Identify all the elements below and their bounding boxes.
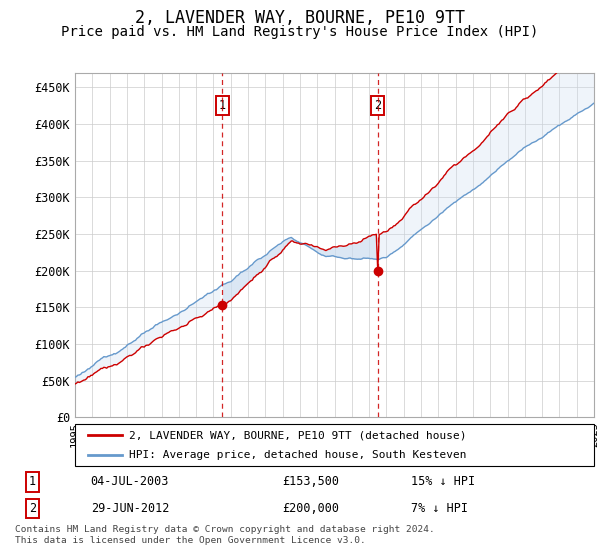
Text: £153,500: £153,500 [283,475,340,488]
Text: 2: 2 [29,502,36,515]
Text: 7% ↓ HPI: 7% ↓ HPI [411,502,468,515]
Text: Contains HM Land Registry data © Crown copyright and database right 2024.
This d: Contains HM Land Registry data © Crown c… [15,525,435,545]
Text: 1: 1 [29,475,36,488]
Text: 2: 2 [374,99,382,112]
Text: 15% ↓ HPI: 15% ↓ HPI [411,475,475,488]
Text: 2, LAVENDER WAY, BOURNE, PE10 9TT: 2, LAVENDER WAY, BOURNE, PE10 9TT [135,9,465,27]
Text: £200,000: £200,000 [283,502,340,515]
Text: 29-JUN-2012: 29-JUN-2012 [91,502,169,515]
FancyBboxPatch shape [75,424,594,466]
Text: Price paid vs. HM Land Registry's House Price Index (HPI): Price paid vs. HM Land Registry's House … [61,25,539,39]
Text: 2, LAVENDER WAY, BOURNE, PE10 9TT (detached house): 2, LAVENDER WAY, BOURNE, PE10 9TT (detac… [130,430,467,440]
Text: 1: 1 [218,99,226,112]
Text: HPI: Average price, detached house, South Kesteven: HPI: Average price, detached house, Sout… [130,450,467,460]
Text: 04-JUL-2003: 04-JUL-2003 [91,475,169,488]
